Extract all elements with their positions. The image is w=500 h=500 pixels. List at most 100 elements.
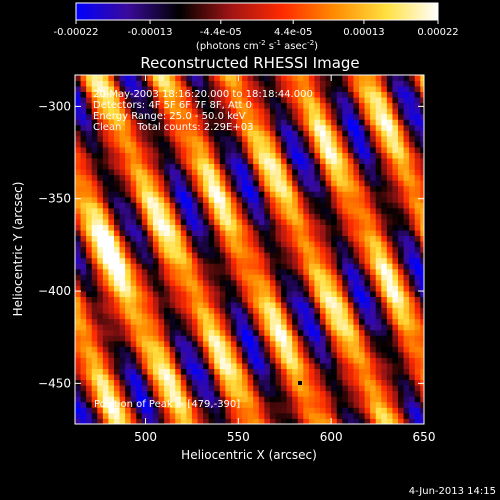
heatmap-cell <box>147 174 154 181</box>
heatmap-cell <box>219 379 226 386</box>
heatmap-cell <box>91 291 98 297</box>
heatmap-cell <box>208 363 215 369</box>
heatmap-cell <box>208 285 215 292</box>
heatmap-cell <box>264 351 271 358</box>
heatmap-cell <box>169 135 176 142</box>
energy-range-annotation: Energy Range: 25.0 - 50.0 keV <box>93 111 246 122</box>
heatmap-cell <box>342 224 349 231</box>
heatmap-cell <box>253 202 260 209</box>
heatmap-cell <box>370 163 377 170</box>
heatmap-cell <box>264 152 271 159</box>
heatmap-cell <box>269 340 276 347</box>
heatmap-cell <box>342 368 349 375</box>
heatmap-cell <box>392 196 399 203</box>
heatmap-cell <box>269 141 276 148</box>
heatmap-cell <box>375 207 382 214</box>
heatmap-cell <box>320 180 327 187</box>
heatmap-cell <box>281 385 288 392</box>
heatmap-cell <box>152 196 159 203</box>
heatmap-cell <box>347 241 354 248</box>
heatmap-cell <box>325 141 332 148</box>
heatmap-cell <box>236 268 243 275</box>
heatmap-cell <box>225 230 232 237</box>
heatmap-cell <box>125 357 132 364</box>
heatmap-cell <box>203 401 210 408</box>
heatmap-cell <box>125 180 132 187</box>
heatmap-cell <box>164 346 171 353</box>
heatmap-cell <box>347 279 354 286</box>
heatmap-cell <box>113 302 120 309</box>
heatmap-cell <box>258 141 265 148</box>
heatmap-cell <box>75 418 81 424</box>
heatmap-cell <box>320 285 327 292</box>
heatmap-cell <box>247 219 254 225</box>
heatmap-cell <box>392 407 399 414</box>
heatmap-cell <box>392 268 399 275</box>
heatmap-cell <box>147 401 154 408</box>
heatmap-cell <box>225 241 232 248</box>
heatmap-cell <box>258 219 265 225</box>
heatmap-cell <box>342 318 349 325</box>
heatmap-cell <box>414 274 421 281</box>
heatmap-cell <box>392 91 399 98</box>
heatmap-cell <box>342 346 349 353</box>
heatmap-cell <box>275 180 282 187</box>
heatmap-cell <box>175 230 182 237</box>
heatmap-cell <box>164 152 171 159</box>
heatmap-cell <box>86 91 93 98</box>
heatmap-cell <box>97 307 104 314</box>
heatmap-cell <box>219 268 226 275</box>
heatmap-cell <box>141 268 148 275</box>
heatmap-cell <box>392 124 399 131</box>
heatmap-cell <box>420 91 424 98</box>
heatmap-cell <box>359 219 365 225</box>
heatmap-cell <box>420 368 424 375</box>
heatmap-cell <box>336 147 343 153</box>
heatmap-cell <box>320 97 327 104</box>
heatmap-cell <box>303 340 310 347</box>
heatmap-cell <box>253 346 260 353</box>
heatmap-cell <box>336 390 343 397</box>
heatmap-cell <box>308 163 315 170</box>
heatmap-cell <box>375 75 382 81</box>
heatmap-cell <box>303 80 310 87</box>
heatmap-cell <box>297 274 304 281</box>
heatmap-cell <box>169 102 176 109</box>
heatmap-cell <box>141 285 148 292</box>
heatmap-cell <box>214 202 221 209</box>
heatmap-cell <box>258 213 265 220</box>
heatmap-cell <box>386 257 393 264</box>
heatmap-cell <box>180 80 187 87</box>
heatmap-cell <box>303 163 310 170</box>
heatmap-cell <box>359 102 365 109</box>
heatmap-cell <box>219 241 226 248</box>
heatmap-cell <box>136 396 143 403</box>
heatmap-cell <box>125 274 132 281</box>
heatmap-cell <box>175 396 182 403</box>
heatmap-cell <box>242 224 249 231</box>
heatmap-cell <box>119 335 126 342</box>
heatmap-cell <box>336 196 343 203</box>
heatmap-cell <box>364 91 371 98</box>
heatmap-cell <box>113 374 120 381</box>
heatmap-cell <box>158 80 165 87</box>
heatmap-cell <box>219 169 226 176</box>
heatmap-cell <box>141 185 148 192</box>
heatmap-cell <box>275 302 282 309</box>
heatmap-cell <box>314 412 321 419</box>
heatmap-cell <box>286 191 293 198</box>
heatmap-cell <box>136 191 143 198</box>
heatmap-cell <box>119 80 126 87</box>
heatmap-cell <box>180 412 187 419</box>
heatmap-cell <box>164 158 171 165</box>
heatmap-cell <box>180 385 187 392</box>
heatmap-cell <box>186 207 193 214</box>
heatmap-cell <box>409 169 416 176</box>
heatmap-cell <box>125 158 132 165</box>
heatmap-cell <box>141 329 148 336</box>
heatmap-cell <box>308 135 315 142</box>
heatmap-cell <box>86 213 93 220</box>
heatmap-cell <box>292 191 299 198</box>
heatmap-cell <box>370 180 377 187</box>
heatmap-cell <box>392 246 399 253</box>
